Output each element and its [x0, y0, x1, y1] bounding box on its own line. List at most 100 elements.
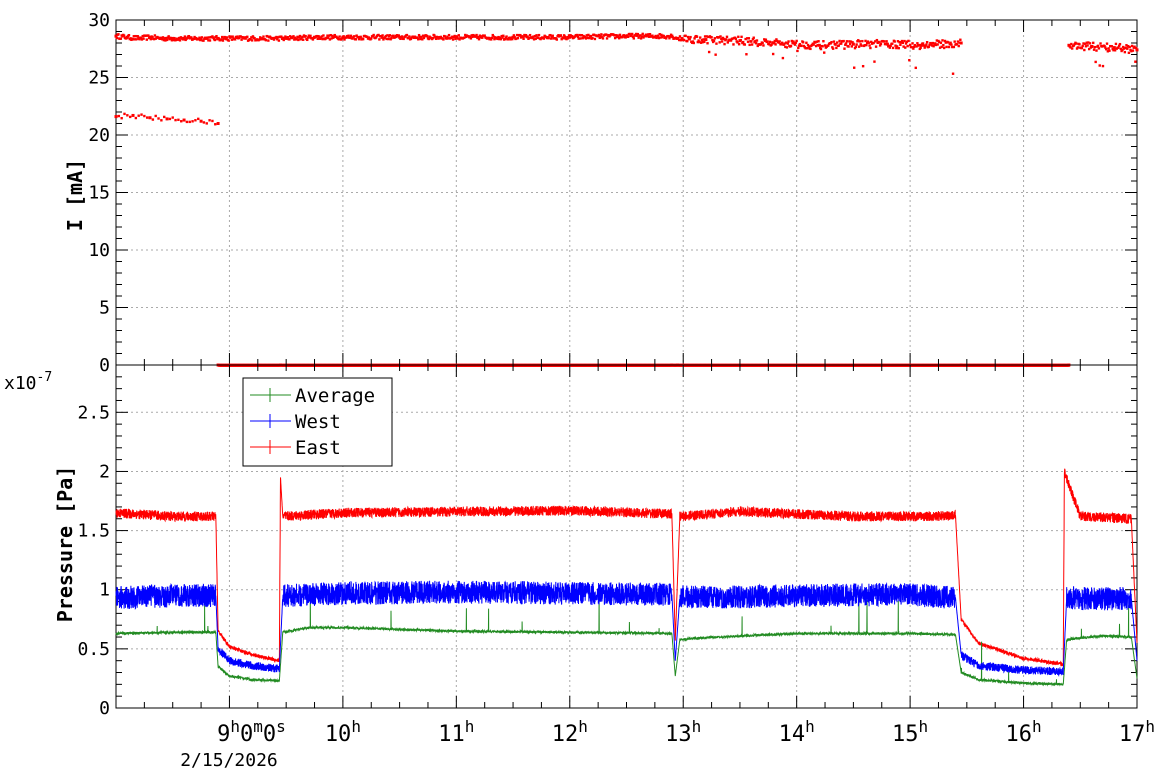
current-point — [445, 37, 448, 40]
current-point — [761, 41, 764, 45]
current-point — [163, 115, 166, 119]
current-point — [1076, 46, 1080, 49]
current-point — [137, 114, 140, 117]
current-point — [938, 46, 942, 49]
current-point — [762, 44, 765, 47]
current-panel: 30 25 20 15 10 5 0 — [88, 10, 1139, 376]
current-point — [682, 38, 686, 42]
current-point — [774, 43, 777, 46]
current-point — [295, 37, 298, 41]
current-point — [904, 46, 907, 49]
current-point — [599, 35, 602, 38]
current-point — [953, 40, 956, 43]
pressure-panel: 2.5 2 1.5 1 0.5 0 9h0m0s 10h 11h 12h 13h 14h 15h 16h 1… — [77, 364, 1155, 747]
current-point — [857, 45, 861, 48]
current-point — [861, 39, 864, 43]
current-point — [346, 36, 349, 39]
current-point — [417, 33, 421, 37]
current-point — [144, 34, 148, 37]
current-point — [320, 35, 324, 38]
current-point — [895, 45, 899, 48]
current-point — [764, 38, 768, 41]
current-point — [579, 37, 582, 40]
current-point — [497, 35, 500, 39]
current-point — [427, 37, 430, 41]
current-point — [143, 114, 146, 118]
current-point — [754, 42, 758, 45]
current-point — [523, 33, 526, 37]
current-point — [630, 32, 634, 36]
current-point — [1107, 47, 1110, 50]
current-point — [817, 43, 821, 47]
current-point — [183, 35, 187, 38]
current-point — [804, 47, 807, 50]
current-point — [630, 34, 633, 37]
current-point — [589, 34, 593, 38]
current-point — [891, 42, 894, 45]
current-point — [301, 38, 305, 41]
current-point — [250, 36, 253, 39]
current-point — [508, 36, 512, 39]
current-point — [878, 41, 881, 44]
current-point — [715, 42, 718, 45]
pressure-axis-title: Pressure [Pa] — [53, 466, 77, 623]
y-tick-label: 2 — [99, 461, 110, 482]
current-point — [214, 123, 217, 126]
current-point — [660, 36, 664, 39]
current-point — [1126, 47, 1129, 50]
current-point — [208, 39, 212, 42]
current-point — [399, 37, 402, 41]
current-point — [702, 38, 705, 41]
current-point — [121, 35, 124, 38]
current-point — [213, 38, 217, 42]
current-point — [117, 33, 120, 36]
current-point — [707, 35, 710, 39]
current-point — [752, 36, 755, 39]
pressure-exponent-label: x10-7 — [4, 370, 52, 394]
current-point — [172, 38, 175, 42]
current-point — [331, 34, 334, 38]
current-point — [1085, 41, 1088, 44]
current-point — [750, 40, 753, 43]
current-point — [823, 44, 827, 47]
current-point — [898, 40, 901, 44]
current-point — [591, 36, 594, 40]
current-point — [744, 37, 747, 41]
current-point — [516, 36, 520, 40]
current-point — [867, 41, 870, 44]
current-point — [642, 36, 645, 39]
current-point — [659, 36, 662, 39]
current-point — [1099, 42, 1102, 45]
current-point — [165, 38, 169, 42]
current-point — [1110, 45, 1114, 48]
current-point — [1082, 42, 1085, 45]
current-point — [173, 36, 176, 40]
current-point — [437, 37, 440, 40]
current-point — [126, 114, 129, 117]
current-point — [160, 38, 164, 41]
current-point — [743, 43, 747, 46]
legend: Average West East — [242, 377, 393, 467]
current-point — [288, 38, 291, 41]
current-point — [958, 41, 961, 44]
current-point — [332, 35, 336, 39]
current-point — [626, 34, 629, 37]
current-point — [454, 37, 457, 40]
current-point — [1114, 42, 1118, 46]
current-point — [170, 39, 174, 42]
current-point — [872, 41, 875, 45]
current-point — [511, 35, 515, 39]
x-tick-label: 16h — [1005, 717, 1041, 747]
current-point — [475, 33, 478, 37]
current-point — [342, 35, 345, 38]
current-point — [667, 35, 670, 38]
current-point — [537, 33, 541, 37]
current-point — [193, 35, 196, 39]
current-point — [790, 39, 794, 43]
current-point — [831, 47, 835, 50]
current-point — [875, 38, 879, 42]
current-point — [501, 36, 504, 39]
current-point — [605, 33, 608, 36]
current-point — [626, 35, 630, 39]
